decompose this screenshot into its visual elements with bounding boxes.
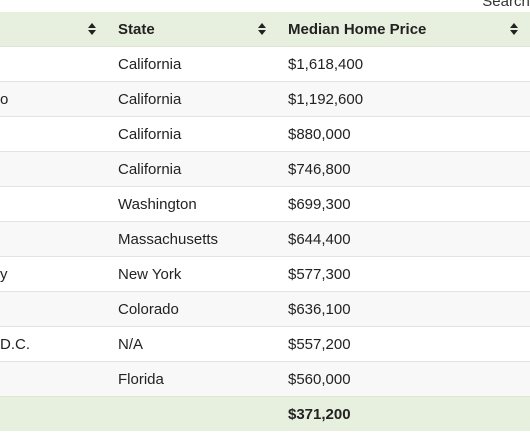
cell-price: $1,618,400 [278,46,530,82]
cell-state: California [108,81,278,117]
cell-price: $577,300 [278,256,530,292]
cell-price: $746,800 [278,151,530,187]
cell-city [0,116,108,152]
cell-city [0,151,108,187]
cell-state: Massachusetts [108,221,278,257]
cell-price: $636,100 [278,291,530,327]
cell-city [0,186,108,222]
table-row: y New York $577,300 [0,256,530,292]
sort-icon[interactable] [88,23,96,35]
footer-cell-state [108,396,278,431]
cell-price: $557,200 [278,326,530,362]
table-row: California $1,618,400 [0,46,530,82]
table-row: Washington $699,300 [0,186,530,222]
cell-city: o [0,81,108,117]
cell-price: $880,000 [278,116,530,152]
table-row: D.C. N/A $557,200 [0,326,530,362]
cell-price: $560,000 [278,361,530,397]
table-footer-row: $371,200 [0,396,530,431]
cell-state: California [108,151,278,187]
table-header-row: State Median Home Price [0,12,530,47]
sort-icon[interactable] [510,23,518,35]
column-header-state[interactable]: State [108,12,278,47]
column-header-label: State [118,20,155,38]
cell-city [0,291,108,327]
column-header-city[interactable] [0,12,108,47]
column-header-median-home-price[interactable]: Median Home Price [278,12,530,47]
table-row: Florida $560,000 [0,361,530,397]
table-row: o California $1,192,600 [0,81,530,117]
cell-price: $1,192,600 [278,81,530,117]
cell-state: California [108,116,278,152]
cell-state: Florida [108,361,278,397]
cell-city: y [0,256,108,292]
cell-state: California [108,46,278,82]
cell-state: Colorado [108,291,278,327]
table-row: California $880,000 [0,116,530,152]
table-row: California $746,800 [0,151,530,187]
cell-price: $644,400 [278,221,530,257]
sort-icon[interactable] [258,23,266,35]
cell-state: Washington [108,186,278,222]
cell-city: D.C. [0,326,108,362]
footer-cell-city [0,396,108,431]
home-price-table: State Median Home Price California $1,618… [0,12,530,431]
cell-state: New York [108,256,278,292]
cell-state: N/A [108,326,278,362]
footer-cell-price: $371,200 [278,396,530,431]
column-header-label: Median Home Price [288,20,427,38]
cell-city [0,361,108,397]
table-row: Massachusetts $644,400 [0,221,530,257]
cell-city [0,221,108,257]
cell-city [0,46,108,82]
table-row: Colorado $636,100 [0,291,530,327]
search-label: Search: [482,0,530,10]
cell-price: $699,300 [278,186,530,222]
